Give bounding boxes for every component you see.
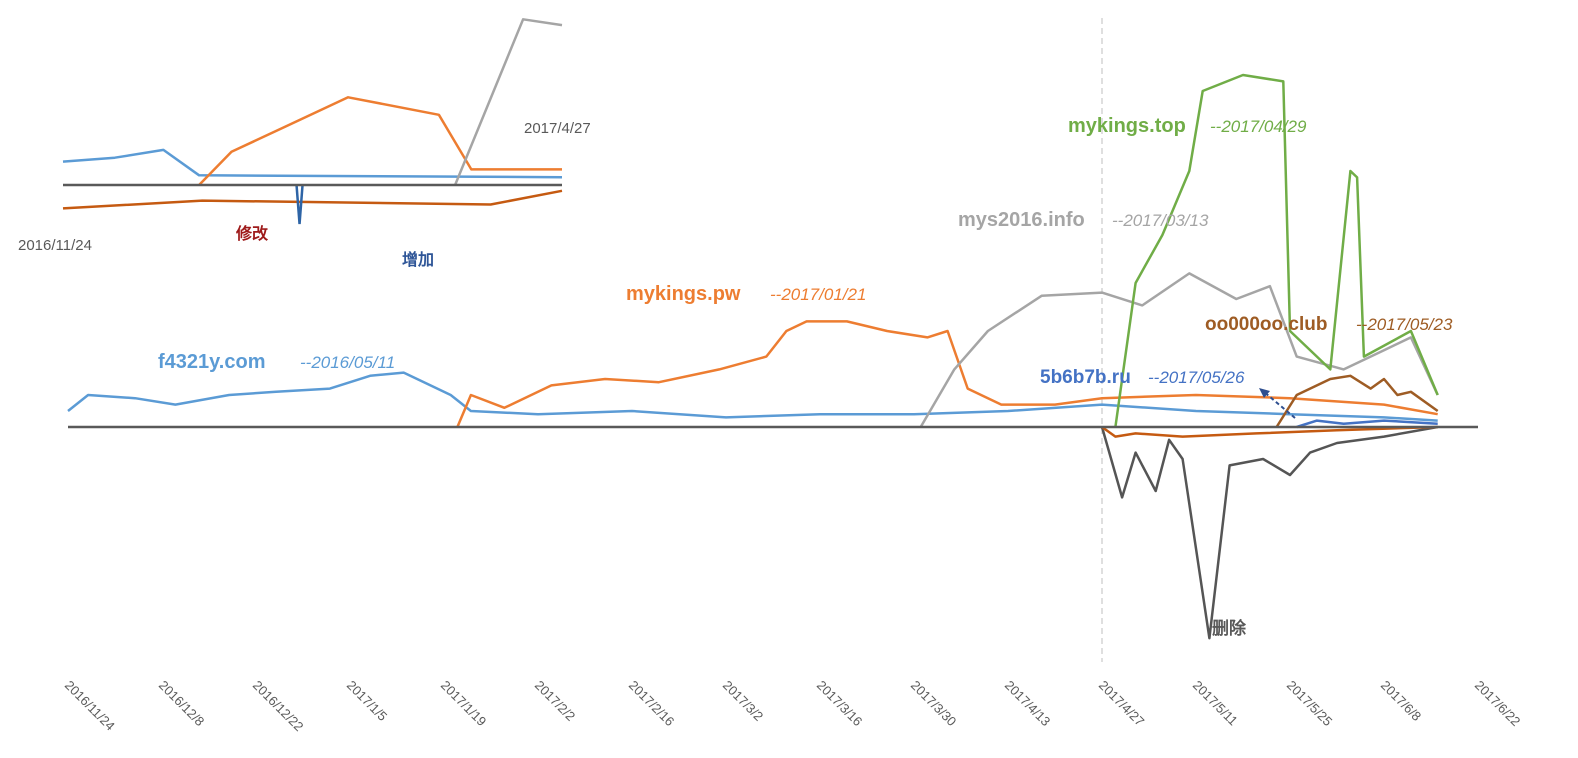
inset-series-line-3 — [62, 189, 563, 210]
x-tick-label: 2016/12/8 — [156, 678, 208, 730]
annotation-modify: 修改 — [235, 224, 269, 243]
x-tick-label: 2017/2/2 — [532, 678, 578, 724]
x-tick-label: 2016/11/24 — [62, 678, 118, 734]
x-tick-label: 2017/2/16 — [626, 678, 678, 730]
x-tick-label: 2017/3/16 — [814, 678, 866, 730]
x-tick-label: 2017/6/22 — [1472, 678, 1524, 730]
series-line-5 — [1296, 419, 1438, 429]
inset-series-line-4 — [295, 184, 304, 225]
annotation-delete: 删除 — [1212, 618, 1247, 638]
series-label-name: 5b6b7b.ru — [1040, 367, 1131, 388]
x-tick-label: 2017/4/13 — [1002, 678, 1054, 730]
x-tick-label: 2017/4/27 — [1096, 678, 1148, 730]
series-label-f4321y: f4321y.com --2016/05/11 — [158, 351, 395, 373]
series-label-mykings-top: mykings.top --2017/04/29 — [1068, 115, 1307, 137]
series-label-date: --2017/01/21 — [770, 285, 866, 304]
series-line-4 — [1275, 374, 1439, 428]
series-line-2 — [919, 272, 1439, 428]
series-label-oo000oo: oo000oo.club --2017/05/23 — [1205, 314, 1453, 335]
x-tick-label: 2017/1/19 — [438, 678, 490, 730]
inset-series-line-0 — [62, 148, 563, 179]
inset-end-label: 2017/4/27 — [524, 120, 591, 137]
series-label-name: mykings.pw — [626, 283, 741, 305]
x-tick-label: 2017/5/11 — [1190, 678, 1241, 729]
inset-series-line-2 — [453, 18, 563, 186]
x-tick-label: 2017/3/2 — [720, 678, 766, 724]
x-tick-label: 2017/1/5 — [344, 678, 390, 724]
series-line-3 — [1114, 73, 1439, 428]
series-label-mys2016: mys2016.info --2017/03/13 — [958, 209, 1209, 231]
inset-start-label: 2016/11/24 — [18, 237, 92, 254]
series-label-name: oo000oo.club — [1205, 314, 1327, 335]
x-tick-label: 2017/5/25 — [1284, 678, 1336, 730]
series-line-6 — [1100, 425, 1438, 640]
series-label-date: --2017/05/26 — [1148, 368, 1245, 387]
x-tick-label: 2017/6/8 — [1378, 678, 1424, 724]
x-tick-label: 2016/12/22 — [250, 678, 307, 735]
series-label-5b6b7b: 5b6b7b.ru --2017/05/26 — [1040, 367, 1245, 388]
series-label-date: --2017/04/29 — [1210, 117, 1307, 136]
annotation-add: 增加 — [402, 250, 434, 269]
series-label-mykings-pw: mykings.pw --2017/01/21 — [626, 283, 866, 305]
series-line-7 — [1101, 425, 1438, 438]
series-line-0 — [67, 371, 1438, 422]
series-label-date: --2016/05/11 — [300, 353, 395, 372]
series-line-1 — [456, 320, 1438, 428]
arrow-head — [1259, 388, 1270, 398]
series-label-date: --2017/03/13 — [1112, 211, 1209, 230]
series-label-name: mys2016.info — [958, 209, 1085, 231]
inset-series-line-1 — [198, 96, 562, 186]
series-label-name: f4321y.com — [158, 351, 265, 373]
series-label-date: --2017/05/23 — [1356, 315, 1453, 334]
series-label-name: mykings.top — [1068, 115, 1186, 137]
x-tick-label: 2017/3/30 — [908, 678, 960, 730]
